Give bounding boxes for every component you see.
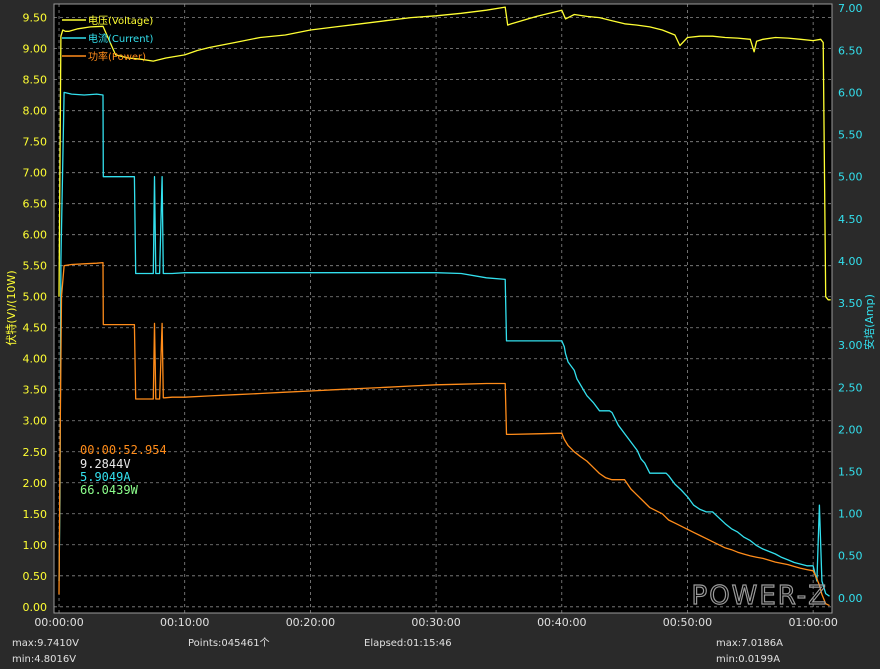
y-left-tick-label: 8.50 — [23, 74, 48, 87]
y-right-tick-label: 2.50 — [838, 381, 863, 394]
y-right-tick-label: 4.50 — [838, 213, 863, 226]
footer-min-current: min:0.0199A — [716, 654, 780, 665]
y-left-tick-label: 5.50 — [23, 260, 48, 273]
y-left-tick-label: 7.00 — [23, 167, 48, 180]
y-right-axis: 0.00 0.50 1.00 1.50 2.00 2.50 3.00 3.50 4.00 4.50… — [838, 2, 863, 605]
y-left-tick-label: 8.00 — [23, 105, 48, 118]
y-left-tick-label: 0.50 — [23, 570, 48, 583]
readout-time: 00:00:52.954 — [80, 443, 167, 457]
footer-max-voltage: max:9.7410V — [12, 638, 79, 649]
x-tick-label: 01:00:00 — [788, 616, 837, 629]
x-tick-label: 00:20:00 — [286, 616, 335, 629]
y-right-axis-label: 安培(Amp) — [862, 294, 876, 350]
y-left-tick-label: 4.00 — [23, 353, 48, 366]
x-tick-label: 00:00:00 — [34, 616, 83, 629]
x-axis: 00:00:00 00:10:00 00:20:00 00:30:00 00:40:00… — [34, 616, 838, 629]
y-right-tick-label: 3.00 — [838, 339, 863, 352]
y-left-tick-label: 4.50 — [23, 322, 48, 335]
y-right-tick-label: 6.50 — [838, 44, 863, 57]
x-tick-label: 00:40:00 — [537, 616, 586, 629]
y-left-tick-label: 2.50 — [23, 446, 48, 459]
y-right-tick-label: 1.00 — [838, 508, 863, 521]
y-right-tick-label: 4.00 — [838, 255, 863, 268]
y-left-tick-label: 5.00 — [23, 291, 48, 304]
legend-voltage: 电压(Voltage) — [88, 14, 153, 27]
y-left-axis-label: 伏特(V)/(10W) — [4, 270, 18, 345]
x-tick-label: 00:10:00 — [160, 616, 209, 629]
footer-max-current: max:7.0186A — [716, 638, 783, 649]
power-series-line — [58, 261, 830, 607]
y-left-axis: 0.00 0.50 1.00 1.50 2.00 2.50 3.00 3.50 4.00 4.50… — [23, 12, 48, 614]
plot-area — [54, 4, 832, 613]
y-left-tick-label: 6.50 — [23, 198, 48, 211]
y-right-tick-label: 1.50 — [838, 465, 863, 478]
voltage-series-line — [58, 6, 831, 301]
y-left-tick-label: 6.00 — [23, 229, 48, 242]
series-lines — [58, 6, 831, 607]
footer-stats: max:9.7410V min:4.8016V Points:045461个 E… — [12, 637, 783, 665]
y-right-tick-label: 5.00 — [838, 171, 863, 184]
y-left-tick-label: 7.50 — [23, 136, 48, 149]
y-right-tick-label: 7.00 — [838, 2, 863, 15]
readout-voltage: 9.2844V — [80, 457, 131, 471]
y-left-tick-label: 3.50 — [23, 384, 48, 397]
y-right-tick-label: 2.00 — [838, 423, 863, 436]
plot-border — [53, 3, 833, 614]
cursor-readout: 00:00:52.954 9.2844V 5.9049A 66.0439W — [80, 443, 167, 497]
y-left-tick-label: 1.00 — [23, 539, 48, 552]
x-tick-label: 00:50:00 — [663, 616, 712, 629]
brand-logo: POWER-Z — [692, 581, 828, 611]
y-right-tick-label: 0.50 — [838, 550, 863, 563]
y-right-tick-label: 6.00 — [838, 86, 863, 99]
legend-power: 功率(Power) — [88, 50, 146, 63]
footer-elapsed: Elapsed:01:15:46 — [364, 638, 452, 649]
x-tick-label: 00:30:00 — [411, 616, 460, 629]
current-series-line — [58, 91, 830, 597]
y-left-tick-label: 3.00 — [23, 415, 48, 428]
y-left-tick-label: 1.50 — [23, 508, 48, 521]
grid — [53, 3, 833, 614]
y-right-tick-label: 3.50 — [838, 297, 863, 310]
y-left-tick-label: 9.00 — [23, 43, 48, 56]
readout-current: 5.9049A — [80, 470, 131, 484]
y-left-tick-label: 9.50 — [23, 12, 48, 25]
readout-power: 66.0439W — [80, 483, 139, 497]
y-left-tick-label: 0.00 — [23, 601, 48, 614]
legend-current: 电流(Current) — [88, 32, 153, 45]
legend: 电压(Voltage) 电流(Current) 功率(Power) — [62, 14, 153, 63]
y-right-tick-label: 0.00 — [838, 592, 863, 605]
y-right-tick-label: 5.50 — [838, 129, 863, 142]
y-left-tick-label: 2.00 — [23, 477, 48, 490]
footer-points: Points:045461个 — [188, 637, 270, 649]
footer-min-voltage: min:4.8016V — [12, 654, 76, 665]
